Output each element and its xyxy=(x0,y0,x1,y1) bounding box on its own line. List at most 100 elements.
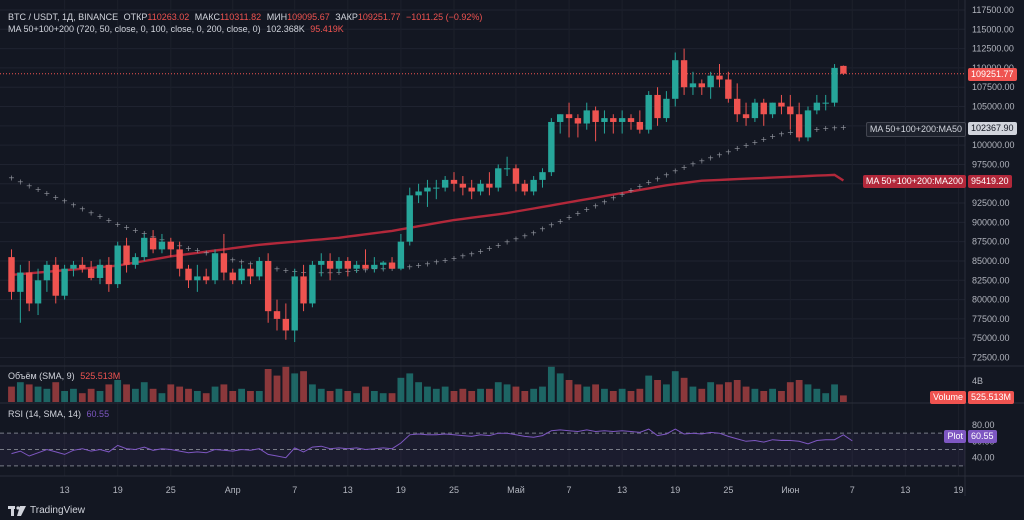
ma50-point: + xyxy=(530,228,537,237)
candle-body xyxy=(840,65,847,74)
time-axis-label: Май xyxy=(507,485,525,495)
volume-bar xyxy=(229,391,237,402)
time-axis-label: Июн xyxy=(781,485,799,495)
volume-bar xyxy=(291,373,299,402)
candle-body xyxy=(70,264,77,269)
price-axis-label: 90000.00 xyxy=(972,217,1010,227)
volume-bar xyxy=(379,393,387,402)
volume-bar xyxy=(795,380,803,402)
candle-body xyxy=(256,260,263,277)
ma50-point: + xyxy=(654,174,661,183)
ma50-point: + xyxy=(716,150,723,159)
volume-bar xyxy=(831,384,838,402)
volume-bar xyxy=(742,386,750,402)
candle-body xyxy=(194,276,201,281)
ma50-point: + xyxy=(274,265,281,274)
price-axis-label: 75000.00 xyxy=(972,333,1010,343)
volume-bar xyxy=(149,388,157,402)
volume-bar xyxy=(494,382,502,402)
candle-body xyxy=(167,241,174,250)
candle-body xyxy=(34,280,42,304)
price-axis-label: 72500.00 xyxy=(972,353,1010,363)
candle-body xyxy=(495,168,502,188)
ma50-point: + xyxy=(743,141,750,150)
candle-body xyxy=(636,121,644,130)
ma50-point: + xyxy=(451,254,458,263)
volume-bar xyxy=(344,391,352,402)
ma50-point: + xyxy=(433,258,440,267)
candle-body xyxy=(530,179,537,192)
volume-bar xyxy=(273,375,281,402)
volume-bar xyxy=(388,393,396,402)
volume-bar xyxy=(211,386,219,402)
volume-bar xyxy=(132,388,139,402)
ma50-point: + xyxy=(442,256,449,265)
candle-body xyxy=(185,268,192,281)
candle-body xyxy=(804,110,812,138)
volume-bar xyxy=(530,388,538,402)
ma50-point: + xyxy=(725,147,732,156)
candle-body xyxy=(707,75,714,88)
ma50-point: + xyxy=(822,124,829,133)
ma50-point: + xyxy=(663,170,670,179)
volume-bar xyxy=(716,384,723,402)
ma50-point: + xyxy=(619,190,626,199)
volume-bar xyxy=(733,380,741,402)
tradingview-logo[interactable]: TradingView xyxy=(8,505,85,516)
price-axis-label: 110000.00 xyxy=(972,63,1014,73)
candle-body xyxy=(105,264,113,285)
candle-body xyxy=(247,268,254,277)
volume-bar xyxy=(176,386,184,402)
candle-body xyxy=(769,102,776,115)
volume-bar xyxy=(158,393,166,402)
ma50-point: + xyxy=(513,235,520,244)
time-axis-label: 7 xyxy=(850,485,855,495)
rsi-legend-label: RSI (14, SMA, 14) xyxy=(8,409,82,419)
volume-bar xyxy=(282,366,290,402)
time-axis-label: 13 xyxy=(900,485,910,495)
price-axis-label: 80000.00 xyxy=(972,295,1010,305)
ma-legend[interactable]: MA 50+100+200 (720, 50, close, 0, 100, c… xyxy=(8,24,347,34)
volume-bar xyxy=(786,382,794,402)
candle-body xyxy=(362,264,369,269)
change-value: −1011.25 (−0.92%) xyxy=(405,12,483,22)
candle-body xyxy=(672,60,679,99)
candle-body xyxy=(264,260,272,312)
volume-axis-label: 4B xyxy=(972,376,983,386)
volume-bar xyxy=(335,388,343,402)
rsi-legend[interactable]: RSI (14, SMA, 14) 60.55 xyxy=(8,409,112,419)
candle-body xyxy=(371,264,378,269)
ma50-point: + xyxy=(548,221,555,230)
ma50-point: + xyxy=(521,231,528,240)
ma50-point: + xyxy=(185,244,192,253)
ma50-point: + xyxy=(787,128,794,137)
ma50-point: + xyxy=(194,246,201,255)
candle-body xyxy=(433,187,440,189)
candle-body xyxy=(415,191,422,196)
ma50-point: + xyxy=(504,238,511,247)
volume-bar xyxy=(202,393,210,402)
ma50-point: + xyxy=(831,123,838,132)
volume-legend[interactable]: Объём (SMA, 9) 525.513M xyxy=(8,371,123,381)
candle-body xyxy=(397,241,405,269)
volume-bar xyxy=(840,395,847,402)
ma50-point: + xyxy=(203,248,210,257)
candle-body xyxy=(87,268,95,278)
candle-body xyxy=(795,114,803,138)
candle-body xyxy=(557,114,564,122)
ma50-point: + xyxy=(8,174,15,183)
ma50-name-tag: MA 50+100+200:MA50 xyxy=(865,122,966,137)
candle-body xyxy=(742,114,750,119)
ma50-point: + xyxy=(557,217,564,226)
volume-value-tag: 525.513M xyxy=(968,391,1015,404)
candle-body xyxy=(486,183,493,188)
volume-bar xyxy=(238,388,245,402)
volume-bar xyxy=(751,388,759,402)
ma50-point: + xyxy=(17,177,24,186)
candle-body xyxy=(813,102,821,111)
candle-body xyxy=(211,253,219,281)
price-axis-label: 107500.00 xyxy=(972,82,1015,92)
candle-body xyxy=(618,118,626,122)
candle-body xyxy=(282,318,290,331)
